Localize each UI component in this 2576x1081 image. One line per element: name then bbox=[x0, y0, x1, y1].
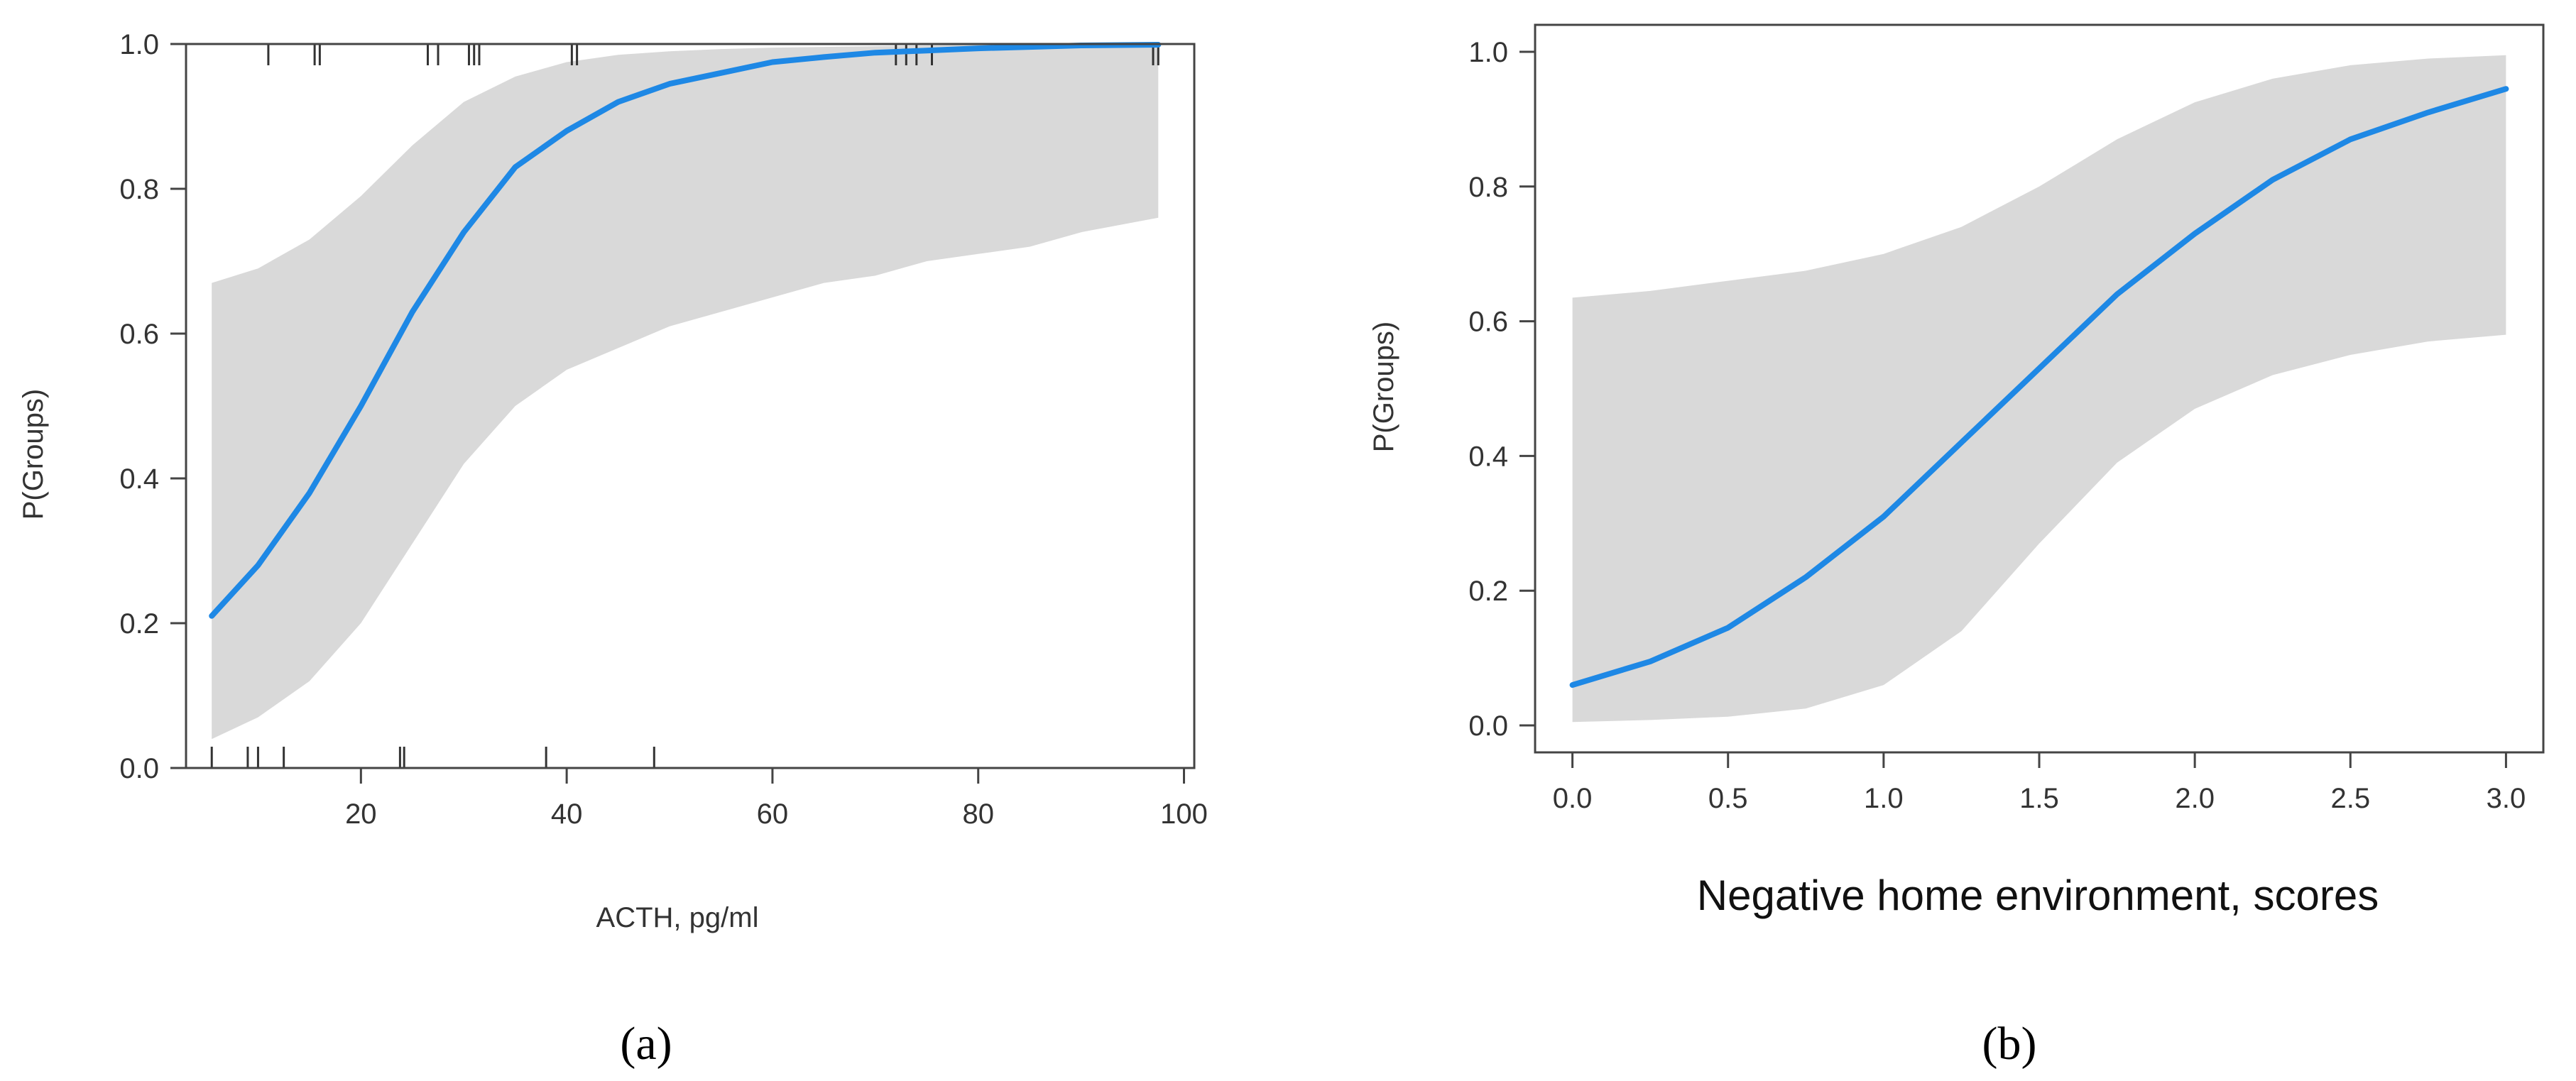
chart-b-x-tick-label: 1.5 bbox=[2019, 783, 2059, 814]
chart-b: 0.0 0.5 1.0 1.5 2.0 2.5 3.0 0.0 0.2 0.4 0.6 0.8 1.0… bbox=[1368, 23, 2545, 1070]
chart-b-y-tick-label: 0.4 bbox=[1468, 441, 1508, 472]
chart-b-y-tick-label: 0.6 bbox=[1468, 307, 1508, 338]
chart-a-y-tick-label: 0.2 bbox=[119, 608, 159, 640]
chart-b-y-axis: 0.0 0.2 0.4 0.6 0.8 1.0 bbox=[1468, 37, 1535, 742]
chart-a-y-tick-label: 0.8 bbox=[119, 174, 159, 205]
chart-b-confidence-band bbox=[1572, 55, 2506, 723]
chart-a-x-tick-label: 80 bbox=[962, 799, 994, 830]
chart-a-x-axis: 20 40 60 80 100 bbox=[345, 768, 1208, 830]
chart-b-y-tick-label: 1.0 bbox=[1468, 37, 1508, 68]
chart-a-x-tick-label: 60 bbox=[757, 799, 789, 830]
chart-a-y-tick-label: 0.0 bbox=[119, 753, 159, 784]
chart-a-confidence-band bbox=[212, 45, 1159, 740]
chart-b-x-tick-label: 0.5 bbox=[1708, 783, 1748, 814]
chart-b-y-tick-label: 0.0 bbox=[1468, 710, 1508, 742]
chart-a-x-tick-label: 20 bbox=[345, 799, 377, 830]
chart-b-y-axis-title: P(Groups) bbox=[1368, 322, 1399, 453]
chart-a-fitted-line bbox=[209, 42, 1162, 619]
chart-b-x-axis: 0.0 0.5 1.0 1.5 2.0 2.5 3.0 bbox=[1553, 752, 2526, 814]
chart-a-rug-marks bbox=[210, 44, 1159, 768]
chart-a-x-tick-label: 40 bbox=[551, 799, 583, 830]
chart-b-x-tick-label: 2.5 bbox=[2330, 783, 2370, 814]
chart-b-y-tick-label: 0.8 bbox=[1468, 172, 1508, 203]
chart-b-panel-label: (b) bbox=[1982, 1018, 2037, 1070]
chart-a-x-axis-title: ACTH, pg/ml bbox=[596, 902, 759, 933]
chart-a-y-axis: 0.0 0.2 0.4 0.6 0.8 1.0 bbox=[119, 29, 186, 784]
chart-a: 20 40 60 80 100 0.0 0.2 0.4 0.6 0.8 1.0 ACTH, pg/… bbox=[18, 29, 1208, 1070]
chart-a-y-axis-title: P(Groups) bbox=[18, 389, 49, 520]
chart-b-x-tick-label: 2.0 bbox=[2175, 783, 2215, 814]
chart-a-plot-frame bbox=[185, 43, 1196, 769]
chart-b-x-tick-label: 0.0 bbox=[1553, 783, 1593, 814]
chart-a-y-tick-label: 1.0 bbox=[119, 29, 159, 60]
chart-b-fitted-line bbox=[1569, 86, 2509, 688]
chart-a-y-tick-label: 0.6 bbox=[119, 319, 159, 350]
chart-b-y-tick-label: 0.2 bbox=[1468, 576, 1508, 607]
chart-a-x-tick-label: 100 bbox=[1160, 799, 1208, 830]
chart-b-x-axis-title: Negative home environment, scores bbox=[1697, 872, 2379, 919]
chart-a-y-tick-label: 0.4 bbox=[119, 463, 159, 495]
chart-b-x-tick-label: 3.0 bbox=[2487, 783, 2526, 814]
chart-a-panel-label: (a) bbox=[620, 1018, 672, 1070]
chart-b-x-tick-label: 1.0 bbox=[1864, 783, 1904, 814]
